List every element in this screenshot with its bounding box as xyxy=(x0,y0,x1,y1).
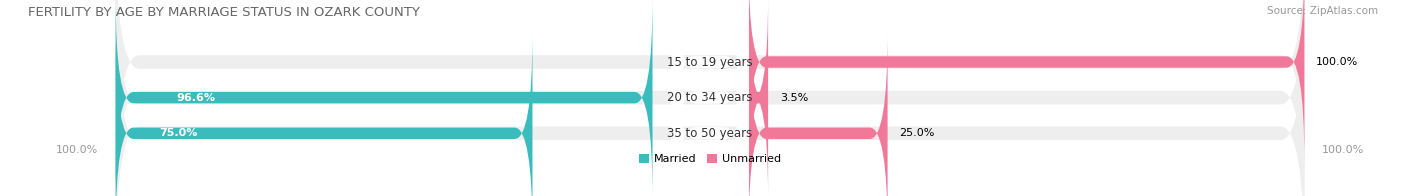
FancyBboxPatch shape xyxy=(748,0,1305,163)
Text: 96.6%: 96.6% xyxy=(177,93,215,103)
FancyBboxPatch shape xyxy=(115,0,652,196)
Text: 75.0%: 75.0% xyxy=(159,128,197,138)
FancyBboxPatch shape xyxy=(672,0,748,196)
FancyBboxPatch shape xyxy=(748,32,887,196)
Text: 100.0%: 100.0% xyxy=(1322,145,1364,155)
Text: 100.0%: 100.0% xyxy=(1316,57,1358,67)
Text: Source: ZipAtlas.com: Source: ZipAtlas.com xyxy=(1267,6,1378,16)
Text: 15 to 19 years: 15 to 19 years xyxy=(668,55,752,69)
FancyBboxPatch shape xyxy=(748,0,768,196)
FancyBboxPatch shape xyxy=(115,32,533,196)
Legend: Married, Unmarried: Married, Unmarried xyxy=(634,149,786,169)
FancyBboxPatch shape xyxy=(115,0,1305,196)
Text: 25.0%: 25.0% xyxy=(900,128,935,138)
Text: 35 to 50 years: 35 to 50 years xyxy=(668,127,752,140)
Text: FERTILITY BY AGE BY MARRIAGE STATUS IN OZARK COUNTY: FERTILITY BY AGE BY MARRIAGE STATUS IN O… xyxy=(28,6,420,19)
FancyBboxPatch shape xyxy=(115,0,1305,196)
Text: 3.5%: 3.5% xyxy=(780,93,808,103)
FancyBboxPatch shape xyxy=(115,0,1305,196)
Text: 100.0%: 100.0% xyxy=(56,145,98,155)
Text: 20 to 34 years: 20 to 34 years xyxy=(668,91,752,104)
FancyBboxPatch shape xyxy=(672,0,748,196)
FancyBboxPatch shape xyxy=(672,0,748,196)
